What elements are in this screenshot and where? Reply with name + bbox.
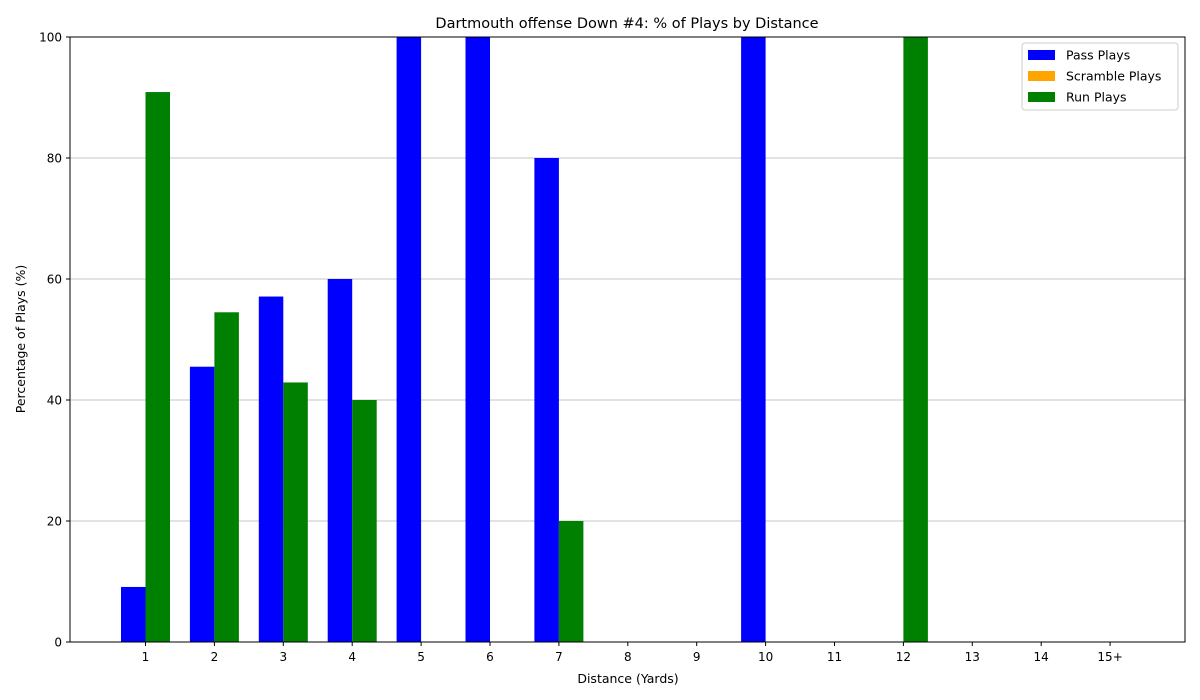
legend-box [1021,42,1179,111]
bar-pass-5 [396,37,422,642]
y-tick-label-1: 20 [47,515,62,529]
x-tick-label-5: 5 [417,650,425,664]
bars [121,37,928,643]
bar-run-3 [283,382,308,642]
bar-run-12 [903,37,928,642]
legend-label-2: Scramble Plays [1066,69,1161,84]
bar-pass-2 [189,366,215,642]
x-tick-label-3: 3 [279,650,287,664]
chart-title: Dartmouth offense Down #4: % of Plays by… [435,16,818,32]
legend-swatch-3 [1028,92,1055,102]
legend: Pass Plays Scramble Plays Run Plays [1021,42,1179,111]
y-tick-label-3: 60 [47,273,62,287]
x-tick-label-13: 13 [965,650,980,664]
x-tick-label-4: 4 [348,650,356,664]
bar-run-7 [558,521,584,642]
y-tick-label-0: 0 [54,636,62,650]
y-axis-label: Percentage of Plays (%) [13,265,28,414]
legend-label-1: Pass Plays [1066,48,1130,63]
x-tick-label-15: 15+ [1097,650,1122,664]
x-tick-label-14: 14 [1034,650,1049,664]
legend-label-3: Run Plays [1066,90,1127,105]
x-tick-label-12: 12 [896,650,911,664]
x-tick-label-9: 9 [693,650,701,664]
bar-pass-1 [121,586,146,642]
x-tick-label-11: 11 [827,650,842,664]
bar-pass-10 [741,37,766,642]
bar-pass-4 [327,279,353,642]
y-tick-label-4: 80 [47,152,62,166]
bar-pass-7 [534,158,559,642]
x-tick-label-2: 2 [211,650,219,664]
x-tick-label-7: 7 [555,650,563,664]
y-tick-label-2: 40 [47,394,62,408]
bar-pass-6 [465,37,490,642]
bar-run-1 [145,92,170,643]
bar-run-4 [352,400,377,642]
bar-pass-3 [258,296,284,642]
x-tick-label-1: 1 [142,650,150,664]
legend-swatch-2 [1028,71,1055,81]
x-tick-label-8: 8 [624,650,632,664]
bar-run-2 [214,312,239,642]
x-tick-label-10: 10 [758,650,773,664]
x-tick-label-6: 6 [486,650,494,664]
legend-swatch-1 [1028,50,1055,60]
y-tick-label-5: 100 [39,31,62,45]
x-axis-label: Distance (Yards) [577,671,678,686]
